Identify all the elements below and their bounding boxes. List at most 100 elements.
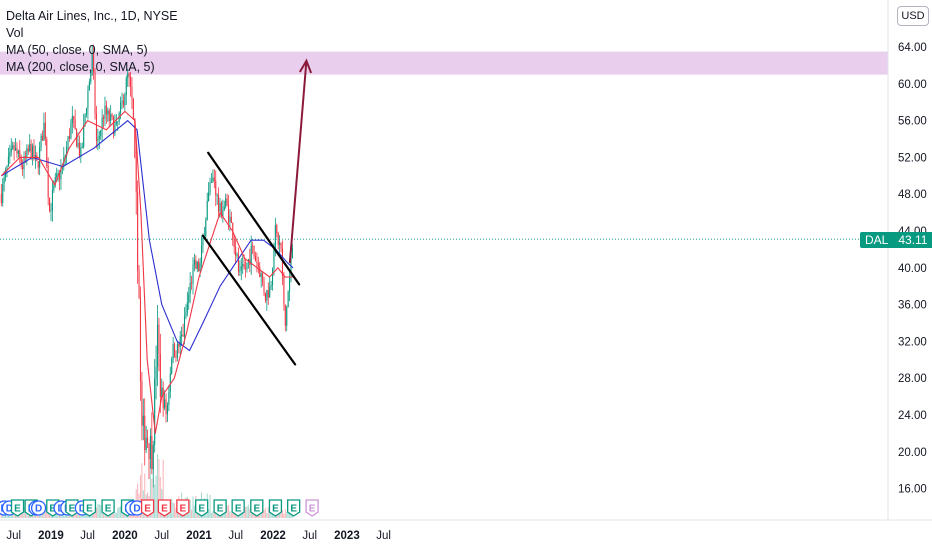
earnings-letter: E	[180, 504, 187, 515]
symbol-title[interactable]: Delta Air Lines, Inc., 1D, NYSE	[6, 9, 178, 23]
candle	[168, 385, 170, 412]
candle	[158, 317, 160, 372]
candle	[135, 136, 137, 215]
candle-body	[259, 266, 261, 277]
candle-body	[213, 177, 215, 181]
earnings-badge	[176, 499, 190, 517]
candle	[161, 378, 163, 398]
candle-body	[161, 387, 163, 398]
candle-body	[168, 391, 170, 405]
candle-body	[264, 292, 266, 301]
candle-body	[229, 216, 231, 223]
candle-body	[132, 99, 134, 119]
earnings-marker[interactable]: E	[250, 499, 264, 517]
candle	[208, 182, 210, 202]
earnings-badge	[82, 499, 97, 517]
candle-body	[269, 286, 271, 298]
candle-body	[73, 116, 75, 120]
candle-body	[83, 124, 85, 148]
volume-bar	[112, 513, 115, 518]
earnings-marker[interactable]: E	[140, 499, 155, 517]
candle	[289, 269, 291, 302]
ma50-line	[0, 110, 294, 434]
volume-bar	[95, 507, 98, 518]
candle	[287, 290, 289, 308]
candle	[223, 200, 225, 211]
earnings-letter: E	[49, 504, 56, 515]
last-price-value: 43.11	[893, 232, 932, 248]
candle	[95, 106, 98, 149]
candle	[2, 178, 4, 207]
volume-bar	[159, 476, 161, 518]
candle	[26, 144, 28, 166]
dividend-marker[interactable]: D	[30, 500, 47, 516]
candle-body	[178, 343, 180, 347]
candle	[267, 282, 269, 305]
earnings-marker[interactable]: E	[195, 499, 209, 517]
volume-bar	[267, 507, 269, 518]
candle-body	[216, 195, 218, 196]
earnings-marker[interactable]: E	[101, 499, 115, 517]
earnings-marker[interactable]: E	[82, 499, 97, 517]
candle	[195, 255, 197, 270]
volume-bar	[191, 509, 193, 518]
candle	[49, 197, 51, 213]
projection-arrow[interactable]	[288, 60, 308, 264]
candle-body	[199, 263, 201, 272]
candle	[13, 142, 15, 161]
candle-body	[53, 185, 55, 191]
earnings-marker[interactable]: E	[10, 499, 25, 517]
volume-bar	[44, 507, 46, 518]
volume-bar	[270, 511, 272, 518]
volume-indicator-label[interactable]: Vol	[6, 26, 24, 40]
candle	[270, 280, 272, 291]
channel-lower-trendline[interactable]	[201, 234, 297, 366]
ma50-indicator-label[interactable]: MA (50, close, 0, SMA, 5)	[6, 43, 148, 57]
volume-bar	[225, 513, 227, 518]
earnings-marker[interactable]: E	[268, 499, 283, 517]
candle	[235, 239, 237, 265]
ma200-indicator-label[interactable]: MA (200, close, 0, SMA, 5)	[6, 60, 155, 74]
candle-body	[41, 135, 44, 141]
candle-body	[85, 108, 88, 115]
candle	[70, 118, 72, 140]
candle-body	[93, 53, 95, 73]
last-price-ticker: DAL	[860, 232, 894, 248]
candle	[149, 428, 151, 469]
volume-bar	[222, 512, 224, 518]
candle-body	[77, 142, 79, 147]
earnings-marker[interactable]: E	[213, 499, 227, 517]
candle-body	[112, 116, 115, 135]
earnings-badge	[140, 499, 155, 517]
candle	[90, 70, 92, 85]
earnings-marker[interactable]: E	[176, 499, 190, 517]
currency-button[interactable]: USD	[897, 6, 929, 26]
price-axis[interactable]: 64.0060.0056.0052.0048.0044.0040.0036.00…	[898, 42, 927, 496]
candle-body	[6, 165, 8, 170]
candle	[151, 412, 153, 475]
earnings-marker[interactable]: E	[287, 499, 301, 517]
time-tick-label: 2019	[38, 530, 64, 542]
earnings-marker[interactable]: E	[65, 499, 79, 517]
volume-bar	[172, 502, 174, 518]
candle	[271, 267, 274, 291]
earnings-marker[interactable]: E	[231, 499, 245, 517]
candle	[216, 193, 218, 205]
time-axis[interactable]: Jul 2019 Jul 2020 Jul 2021 Jul 2022 Jul 2023 Jul	[6, 530, 391, 542]
candle	[105, 100, 107, 124]
channel-upper-trendline[interactable]	[207, 151, 301, 286]
earnings-marker[interactable]: E	[157, 499, 172, 517]
earnings-marker[interactable]: E	[305, 499, 319, 517]
volume-bar	[269, 511, 271, 518]
volume-bar	[118, 506, 120, 518]
candle	[137, 180, 139, 284]
volume-bar	[46, 508, 48, 518]
candle	[174, 342, 176, 358]
candle-body	[58, 173, 61, 180]
candle	[138, 265, 140, 299]
candle-body	[134, 118, 136, 158]
candle	[164, 390, 166, 411]
candle-body	[209, 182, 211, 193]
time-tick-label: 2022	[260, 530, 286, 542]
